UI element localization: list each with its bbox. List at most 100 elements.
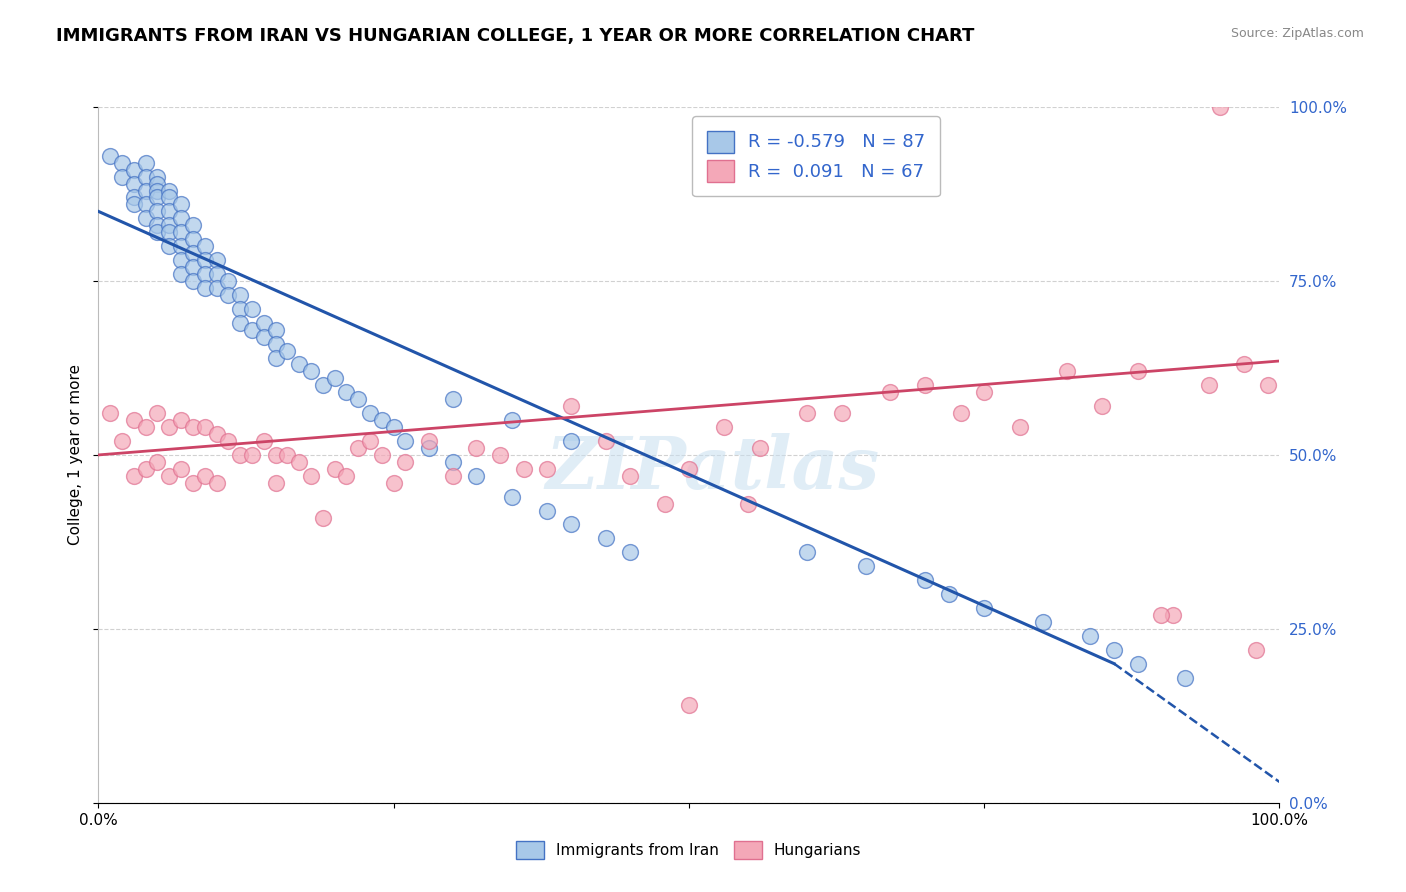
Point <box>194 267 217 281</box>
Point <box>157 225 180 239</box>
Point <box>135 169 157 184</box>
Point <box>737 497 759 511</box>
Point <box>619 545 641 559</box>
Point <box>146 169 169 184</box>
Point <box>146 455 169 469</box>
Point <box>394 455 416 469</box>
Text: IMMIGRANTS FROM IRAN VS HUNGARIAN COLLEGE, 1 YEAR OR MORE CORRELATION CHART: IMMIGRANTS FROM IRAN VS HUNGARIAN COLLEG… <box>56 27 974 45</box>
Point <box>264 336 287 351</box>
Point <box>253 316 276 330</box>
Point <box>359 434 381 448</box>
Point <box>194 281 217 295</box>
Point <box>536 503 558 517</box>
Point <box>194 468 217 483</box>
Point <box>135 155 157 169</box>
Point <box>654 497 676 511</box>
Point <box>1174 671 1197 685</box>
Point <box>441 455 464 469</box>
Point <box>157 239 180 253</box>
Point <box>205 253 228 268</box>
Point <box>253 434 276 448</box>
Point <box>796 545 818 559</box>
Point <box>831 406 853 420</box>
Point <box>146 190 169 204</box>
Point <box>240 448 263 462</box>
Point <box>122 190 145 204</box>
Point <box>347 392 370 407</box>
Point <box>1008 420 1031 434</box>
Point <box>276 343 298 358</box>
Point <box>619 468 641 483</box>
Point <box>98 406 121 420</box>
Point <box>170 225 193 239</box>
Point <box>678 462 700 476</box>
Point <box>323 371 346 385</box>
Point <box>1150 607 1173 622</box>
Point <box>418 434 440 448</box>
Point <box>501 490 523 504</box>
Y-axis label: College, 1 year or more: College, 1 year or more <box>67 365 83 545</box>
Point <box>170 462 193 476</box>
Point <box>973 385 995 400</box>
Point <box>146 406 169 420</box>
Point <box>122 177 145 191</box>
Point <box>122 162 145 177</box>
Point <box>713 420 735 434</box>
Point <box>879 385 901 400</box>
Point <box>394 434 416 448</box>
Point <box>181 219 204 233</box>
Point <box>194 239 217 253</box>
Legend: Immigrants from Iran, Hungarians: Immigrants from Iran, Hungarians <box>510 835 868 864</box>
Point <box>111 434 134 448</box>
Point <box>973 601 995 615</box>
Point <box>157 184 180 198</box>
Point <box>157 420 180 434</box>
Point <box>181 232 204 246</box>
Point <box>382 420 405 434</box>
Point <box>1126 657 1149 671</box>
Point <box>229 448 252 462</box>
Point <box>205 267 228 281</box>
Point <box>678 698 700 713</box>
Point <box>489 448 512 462</box>
Point <box>135 184 157 198</box>
Point <box>157 204 180 219</box>
Point <box>595 532 617 546</box>
Point <box>914 573 936 587</box>
Point <box>1056 364 1078 378</box>
Point <box>157 190 180 204</box>
Point <box>181 246 204 260</box>
Point <box>98 149 121 163</box>
Point <box>135 420 157 434</box>
Point <box>1080 629 1102 643</box>
Point <box>181 260 204 274</box>
Point <box>938 587 960 601</box>
Point <box>276 448 298 462</box>
Point <box>299 468 322 483</box>
Point <box>264 351 287 365</box>
Point <box>122 413 145 427</box>
Point <box>111 155 134 169</box>
Point <box>465 441 488 455</box>
Point <box>288 455 311 469</box>
Point <box>1257 378 1279 392</box>
Point <box>205 281 228 295</box>
Point <box>382 475 405 490</box>
Point <box>536 462 558 476</box>
Point <box>264 448 287 462</box>
Point <box>146 225 169 239</box>
Point <box>312 378 335 392</box>
Point <box>146 184 169 198</box>
Point <box>194 253 217 268</box>
Point <box>371 448 394 462</box>
Point <box>1126 364 1149 378</box>
Point <box>359 406 381 420</box>
Point <box>170 267 193 281</box>
Point <box>299 364 322 378</box>
Point <box>371 413 394 427</box>
Point <box>1032 615 1054 629</box>
Point <box>205 475 228 490</box>
Point <box>194 420 217 434</box>
Point <box>217 274 239 288</box>
Point <box>335 468 357 483</box>
